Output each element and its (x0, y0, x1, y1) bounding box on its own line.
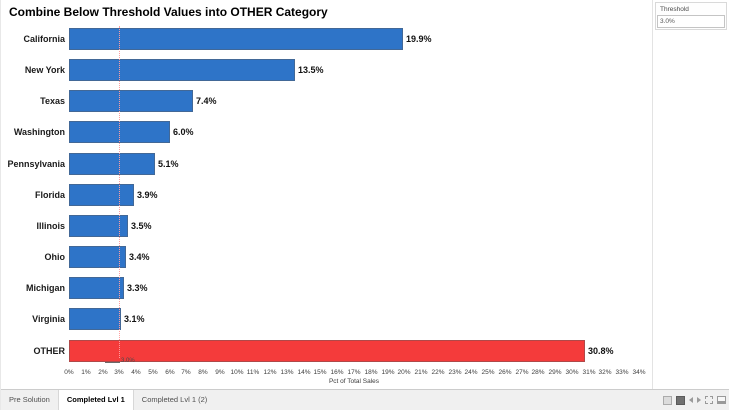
filmstrip-view-icon[interactable] (676, 395, 685, 405)
bar[interactable] (69, 28, 403, 50)
threshold-parameter-panel: Threshold (655, 2, 727, 30)
bar[interactable] (69, 308, 121, 330)
x-tick-label: 18% (364, 369, 378, 376)
value-label: 30.8% (588, 346, 614, 356)
value-label: 6.0% (173, 127, 194, 137)
x-tick-label: 24% (464, 369, 478, 376)
tabs-view-icon[interactable] (663, 395, 672, 405)
value-label: 3.4% (129, 252, 150, 262)
bar[interactable] (69, 90, 193, 112)
threshold-parameter-label: Threshold (660, 6, 689, 13)
x-tick-label: 13% (280, 369, 294, 376)
x-tick-label: 19% (381, 369, 395, 376)
value-label: 3.3% (127, 283, 148, 293)
value-label: 19.9% (406, 34, 432, 44)
x-tick-label: 25% (481, 369, 495, 376)
value-label: 3.9% (137, 190, 158, 200)
tab-pre-solution[interactable]: Pre Solution (9, 395, 50, 404)
category-label[interactable]: Virginia (32, 314, 65, 324)
category-label[interactable]: Washington (13, 127, 65, 137)
bar[interactable] (69, 215, 128, 237)
value-label: 3.1% (124, 314, 145, 324)
category-label[interactable]: Ohio (44, 252, 66, 262)
next-sheet-icon[interactable] (697, 397, 701, 403)
x-tick-label: 14% (297, 369, 311, 376)
value-label: 5.1% (158, 159, 179, 169)
page-title: Combine Below Threshold Values into OTHE… (9, 5, 328, 19)
x-tick-label: 7% (181, 369, 191, 376)
reference-line-label: 3.0% (121, 358, 135, 364)
x-tick-label: 8% (198, 369, 208, 376)
x-tick-label: 20% (397, 369, 411, 376)
x-tick-label: 32% (598, 369, 612, 376)
bar-other[interactable] (69, 340, 585, 362)
x-tick-label: 2% (98, 369, 108, 376)
category-label[interactable]: California (23, 34, 65, 44)
category-label[interactable]: Pennsylvania (7, 159, 65, 169)
presentation-mode-icon[interactable] (717, 396, 726, 404)
bar[interactable] (69, 184, 134, 206)
x-tick-label: 1% (81, 369, 91, 376)
tab-completed-lvl-1[interactable]: Completed Lvl 1 (57, 390, 134, 410)
value-label: 7.4% (196, 96, 217, 106)
x-tick-label: 15% (313, 369, 327, 376)
x-tick-label: 4% (131, 369, 141, 376)
value-label: 3.5% (131, 221, 152, 231)
x-tick-label: 11% (246, 369, 260, 376)
x-tick-label: 29% (548, 369, 562, 376)
x-tick-label: 6% (165, 369, 175, 376)
bar[interactable] (69, 59, 295, 81)
x-tick-label: 23% (448, 369, 462, 376)
panel-divider (652, 0, 653, 389)
film-frames-icon[interactable] (705, 396, 713, 404)
x-tick-label: 5% (148, 369, 158, 376)
x-tick-label: 26% (498, 369, 512, 376)
x-tick-label: 21% (414, 369, 428, 376)
x-tick-label: 17% (347, 369, 361, 376)
value-label: 13.5% (298, 65, 324, 75)
reference-line-tick (105, 362, 120, 363)
x-tick-label: 28% (531, 369, 545, 376)
previous-sheet-icon[interactable] (689, 397, 693, 403)
status-bar: Pre Solution Completed Lvl 1 Completed L… (1, 389, 729, 410)
category-label[interactable]: Michigan (25, 283, 65, 293)
bar[interactable] (69, 277, 124, 299)
category-label[interactable]: Texas (40, 96, 65, 106)
category-label[interactable]: Florida (34, 190, 65, 200)
category-label[interactable]: OTHER (33, 346, 66, 356)
category-label[interactable]: New York (24, 65, 65, 75)
status-bar-icons (663, 390, 726, 410)
x-tick-label: 16% (330, 369, 344, 376)
x-tick-label: 31% (582, 369, 596, 376)
x-tick-label: 30% (565, 369, 579, 376)
x-tick-label: 3% (114, 369, 124, 376)
x-axis-title: Pct of Total Sales (328, 378, 380, 385)
x-tick-label: 0% (64, 369, 74, 376)
threshold-reference-line (119, 26, 120, 358)
x-tick-label: 22% (431, 369, 445, 376)
x-tick-label: 33% (615, 369, 629, 376)
threshold-parameter-input[interactable] (657, 15, 725, 28)
x-tick-label: 27% (515, 369, 529, 376)
bar[interactable] (69, 246, 126, 268)
x-tick-label: 12% (263, 369, 277, 376)
x-tick-label: 34% (632, 369, 646, 376)
category-label[interactable]: Illinois (36, 221, 65, 231)
bar[interactable] (69, 153, 155, 175)
x-tick-label: 10% (230, 369, 244, 376)
x-tick-label: 9% (215, 369, 225, 376)
tab-completed-lvl-1-2[interactable]: Completed Lvl 1 (2) (141, 395, 208, 404)
